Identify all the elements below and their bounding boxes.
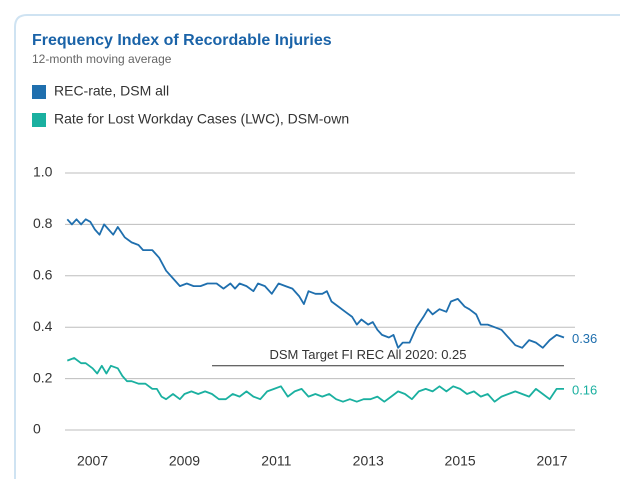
legend-swatch xyxy=(32,113,46,127)
end-label: 0.16 xyxy=(572,382,597,397)
y-tick-label: 1.0 xyxy=(33,164,53,180)
x-tick-label: 2007 xyxy=(77,453,108,469)
x-tick-label: 2015 xyxy=(445,453,476,469)
chart-title: Frequency Index of Recordable Injuries xyxy=(32,32,332,49)
target-label: DSM Target FI REC All 2020: 0.25 xyxy=(269,347,466,362)
x-tick-label: 2013 xyxy=(353,453,384,469)
y-tick-label: 0.8 xyxy=(33,215,53,231)
x-tick-label: 2011 xyxy=(261,453,291,469)
y-tick-label: 0.4 xyxy=(33,318,53,334)
series-line xyxy=(66,218,565,349)
y-tick-label: 0.6 xyxy=(33,267,53,283)
end-label: 0.36 xyxy=(572,331,597,346)
y-tick-label: 0 xyxy=(33,421,41,437)
legend-label: Rate for Lost Workday Cases (LWC), DSM-o… xyxy=(54,111,349,127)
x-tick-label: 2009 xyxy=(169,453,200,469)
series-line xyxy=(66,357,564,403)
legend-label: REC-rate, DSM all xyxy=(54,83,169,99)
legend-swatch xyxy=(32,85,46,99)
x-tick-label: 2017 xyxy=(536,453,567,469)
card-border xyxy=(14,14,620,479)
chart-subtitle: 12-month moving average xyxy=(32,52,172,66)
y-tick-label: 0.2 xyxy=(33,369,53,385)
